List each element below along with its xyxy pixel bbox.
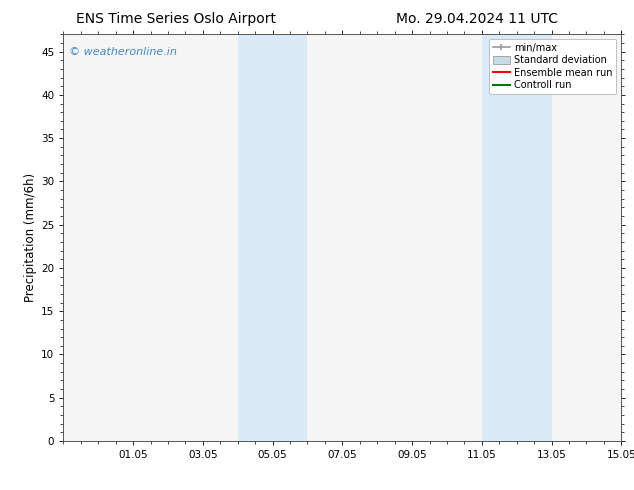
Y-axis label: Precipitation (mm/6h): Precipitation (mm/6h): [24, 173, 37, 302]
Text: © weatheronline.in: © weatheronline.in: [69, 47, 177, 56]
Bar: [482, 34, 552, 441]
Legend: min/max, Standard deviation, Ensemble mean run, Controll run: min/max, Standard deviation, Ensemble me…: [489, 39, 616, 94]
Bar: [238, 34, 307, 441]
Text: Mo. 29.04.2024 11 UTC: Mo. 29.04.2024 11 UTC: [396, 12, 558, 26]
Text: ENS Time Series Oslo Airport: ENS Time Series Oslo Airport: [76, 12, 276, 26]
